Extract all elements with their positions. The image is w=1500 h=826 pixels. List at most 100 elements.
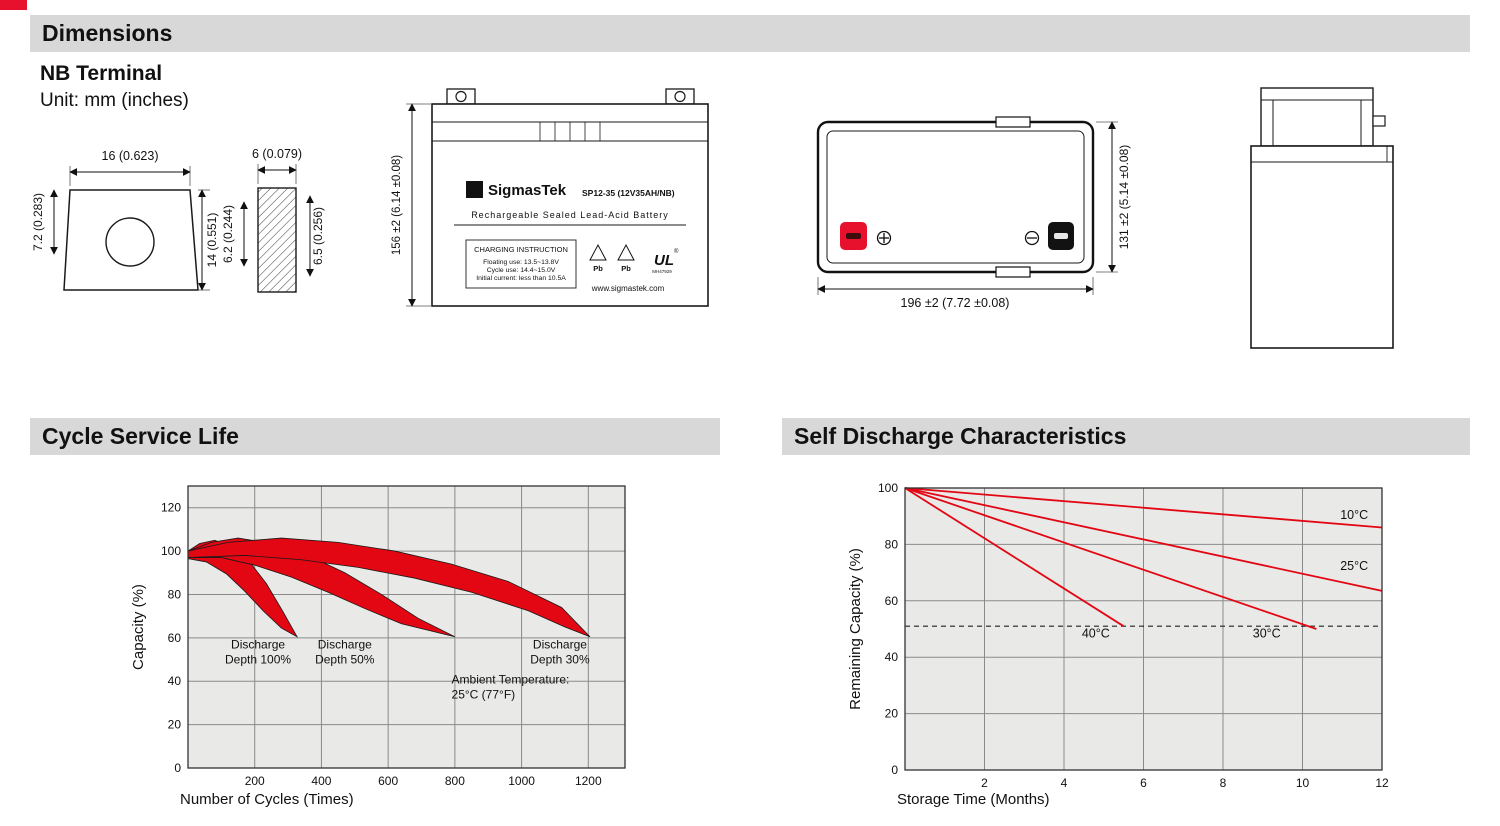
x-tick-label: 2 [981, 776, 988, 790]
brand-name: SigmasTek [488, 182, 567, 199]
y-tick-label: 40 [168, 674, 182, 688]
discharge-band [187, 537, 591, 638]
svg-text:®: ® [674, 248, 679, 255]
x-axis-label: Number of Cycles (Times) [180, 791, 354, 808]
y-tick-label: 80 [885, 537, 899, 551]
annotation: Depth 50% [315, 653, 375, 667]
annotation: Discharge [318, 638, 372, 652]
pb-recycle-icon: Pb [589, 243, 607, 273]
battery-side-view-drawing [1250, 87, 1394, 349]
y-axis-label: Capacity (%) [130, 584, 147, 670]
x-tick-label: 10 [1296, 776, 1310, 790]
model-number: SP12-35 (12V35AH/NB) [582, 188, 675, 198]
y-tick-label: 80 [168, 587, 182, 601]
dimensions-title: Dimensions [42, 20, 173, 46]
case-tab [995, 266, 1031, 278]
series-label: 25°C [1340, 559, 1368, 573]
cycle-life-section-header: Cycle Service Life [30, 418, 720, 455]
unit-note: Unit: mm (inches) [40, 90, 189, 111]
terminal-thickness-dim: 6 (0.079) [252, 147, 302, 161]
terminal-top-height-dim: 7.2 (0.283) [31, 193, 45, 251]
self-discharge-plot: 2 4 6 8 10 12 0 20 40 60 80 100 10°C 25°C 30°C 40°C Stor… [847, 481, 1389, 808]
series-line [904, 487, 1317, 630]
annotation: Depth 100% [225, 653, 291, 667]
x-tick-label: 6 [1140, 776, 1147, 790]
terminal-hole [105, 217, 155, 267]
sigma-glyph: Σ [471, 183, 479, 198]
svg-text:UL: UL [654, 252, 674, 269]
width-dim: 196 ±2 (7.72 ±0.08) [901, 296, 1010, 310]
y-tick-label: 20 [168, 718, 182, 732]
battery-top-view-drawing: 196 ±2 (7.72 ±0.08) 131 ±2 (5.14 ±0.08) [816, 116, 1131, 310]
y-tick-label: 60 [885, 594, 899, 608]
terminal-inner-dim: 6.2 (0.244) [221, 205, 235, 263]
x-tick-label: 400 [311, 774, 331, 788]
series-line [904, 487, 1383, 592]
y-tick-label: 120 [161, 501, 181, 515]
self-discharge-chart: 2 4 6 8 10 12 0 20 40 60 80 100 10°C 25°C 30°C 40°C Stor… [820, 470, 1412, 822]
y-tick-label: 20 [885, 707, 899, 721]
charging-line-2: Cycle use: 14.4~15.0V [487, 267, 556, 274]
y-tick-label: 40 [885, 650, 899, 664]
ul-code: MH47929 [652, 269, 672, 274]
terminal-detail-drawing: 16 (0.623) 7.2 (0.283) 14 (0.551) 6 (0.0… [31, 147, 325, 293]
page-corner-mark [0, 0, 27, 10]
terminal-post-icon [455, 90, 467, 103]
y-tick-label: 100 [161, 544, 181, 558]
series-line [904, 487, 1125, 627]
annotation: Depth 30% [530, 653, 590, 667]
self-discharge-title: Self Discharge Characteristics [794, 423, 1127, 449]
battery-top-view: 196 ±2 (7.72 ±0.08) 131 ±2 (5.14 ±0.08) [816, 116, 1131, 310]
pb-bin-icon: Pb [617, 243, 635, 273]
series-label: 10°C [1340, 508, 1368, 522]
svg-text:Pb: Pb [593, 264, 603, 273]
x-tick-label: 800 [445, 774, 465, 788]
terminal-type-label: NB Terminal [40, 62, 163, 85]
cycle-service-life-plot: 200 400 600 800 1000 1200 0 20 40 60 80 100 120 Disch… [130, 485, 626, 808]
series-line [904, 487, 1383, 529]
terminal-outer-dim: 6.5 (0.256) [311, 207, 325, 265]
y-tick-label: 60 [168, 631, 182, 645]
svg-text:Pb: Pb [621, 264, 631, 273]
dimensions-section-header: Dimensions [30, 15, 1470, 52]
x-tick-label: 8 [1220, 776, 1227, 790]
x-axis-label: Storage Time (Months) [897, 791, 1050, 808]
case-tab [995, 116, 1031, 128]
ul-mark-icon: UL ® MH47929 [652, 248, 679, 274]
battery-front-view-drawing: Σ SigmasTek SP12-35 (12V35AH/NB) Recharg… [391, 88, 709, 307]
self-discharge-section-header: Self Discharge Characteristics [782, 418, 1470, 455]
y-axis-label: Remaining Capacity (%) [847, 548, 864, 710]
x-tick-label: 1000 [508, 774, 535, 788]
y-tick-label: 0 [891, 763, 898, 777]
height-dim: 156 ±2 (6.14 ±0.08) [391, 155, 403, 255]
x-tick-label: 200 [245, 774, 265, 788]
sigma-logo-icon [466, 181, 483, 198]
terminal-width-dim: 16 (0.623) [102, 149, 159, 163]
terminal-pin [1372, 115, 1386, 127]
annotation: Discharge [231, 638, 285, 652]
battery-front-view: Σ SigmasTek SP12-35 (12V35AH/NB) Recharg… [391, 88, 709, 307]
terminal-height-dim: 14 (0.551) [205, 213, 219, 268]
terminal-section-view: 6 (0.079) 6.2 (0.244) 6.5 (0.256) [221, 147, 325, 293]
y-tick-label: 100 [878, 481, 898, 495]
terminal-post-icon [674, 90, 686, 103]
y-tick-label: 0 [174, 761, 181, 775]
website-text: www.sigmastek.com [591, 284, 665, 293]
negative-symbol-icon [1024, 230, 1040, 246]
terminal-front-view: 16 (0.623) 7.2 (0.283) 14 (0.551) [31, 149, 219, 291]
annotation: Ambient Temperature: [452, 672, 570, 686]
series-label: 40°C [1082, 626, 1110, 640]
positive-symbol-icon [876, 230, 892, 246]
x-tick-label: 600 [378, 774, 398, 788]
battery-subtitle: Rechargeable Sealed Lead-Acid Battery [471, 210, 669, 220]
battery-side-view [1250, 87, 1394, 349]
charging-line-3: Initial current: less than 10.5A [476, 275, 566, 282]
plot-border [904, 487, 1383, 771]
x-tick-label: 1200 [575, 774, 602, 788]
cycle-life-title: Cycle Service Life [42, 423, 239, 449]
x-tick-label: 12 [1375, 776, 1389, 790]
depth-dim: 131 ±2 (5.14 ±0.08) [1117, 145, 1131, 250]
plot-area [188, 486, 625, 768]
charging-instruction-title: CHARGING INSTRUCTION [474, 245, 568, 254]
series-label: 30°C [1253, 626, 1281, 640]
